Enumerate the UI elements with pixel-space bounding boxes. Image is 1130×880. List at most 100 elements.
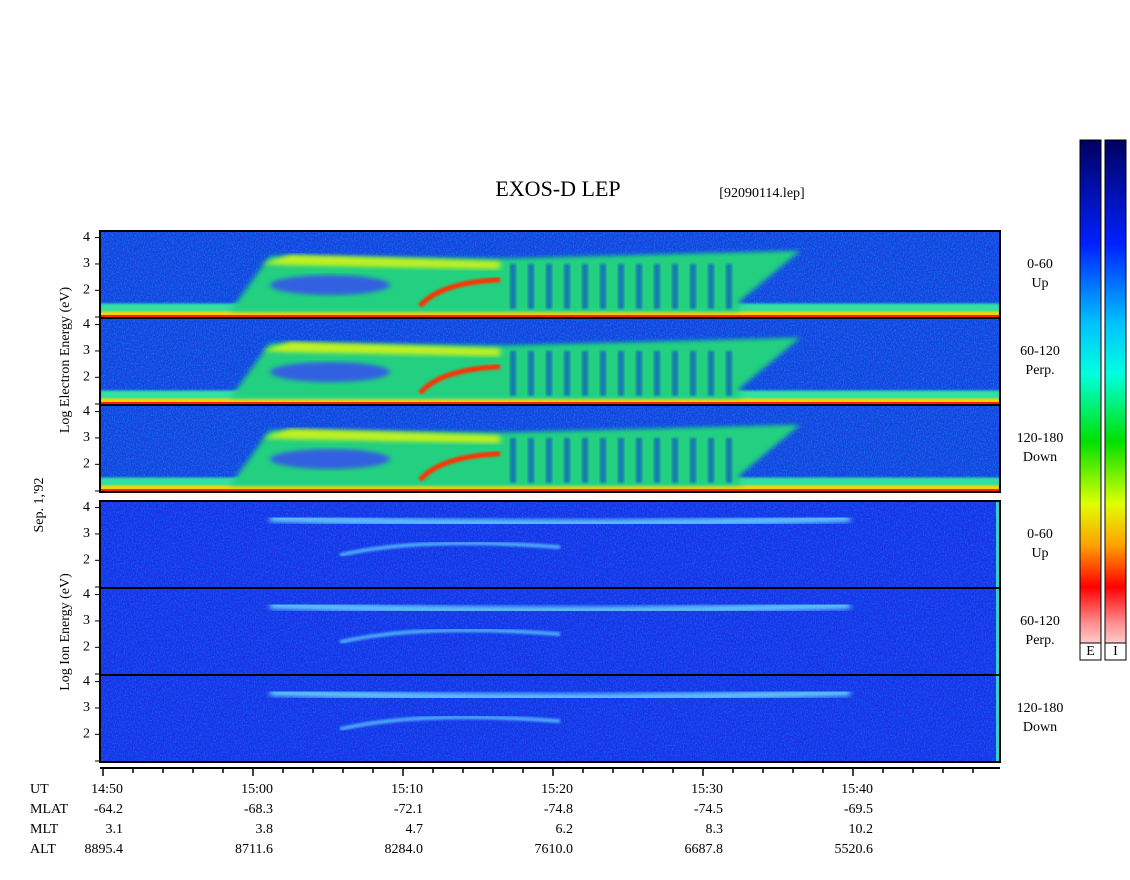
- streak: [528, 350, 534, 396]
- angle-label: 60-120: [1020, 614, 1060, 629]
- direction-label: Perp.: [1025, 363, 1054, 378]
- streak: [690, 437, 696, 483]
- y-tick-label: 4: [83, 587, 90, 602]
- streak: [726, 350, 732, 396]
- direction-label: Down: [1023, 720, 1057, 735]
- ion-arc: [339, 628, 561, 644]
- streak: [510, 263, 516, 309]
- cell: -69.5: [844, 802, 873, 817]
- streak: [618, 263, 624, 309]
- colorbar: [1079, 139, 1102, 661]
- direction-label: Up: [1031, 276, 1048, 291]
- y-tick-label: 2: [83, 370, 90, 385]
- streak: [636, 263, 642, 309]
- right-edge: [996, 675, 999, 762]
- angle-label: 0-60: [1027, 257, 1053, 272]
- streak: [654, 437, 660, 483]
- right-edge: [996, 588, 999, 675]
- colorbar-label-box: [1104, 642, 1127, 661]
- cell: -74.5: [694, 802, 723, 817]
- cell: 8.3: [706, 822, 724, 837]
- low-band-hot: [100, 485, 1000, 491]
- streak: [510, 437, 516, 483]
- colorbar: [1104, 139, 1127, 661]
- cell: 15:10: [391, 782, 423, 797]
- streak: [672, 263, 678, 309]
- panel-image: [100, 405, 1000, 492]
- streak: [636, 437, 642, 483]
- panel: 2 3 4 120-180 Down: [83, 404, 1064, 493]
- streak: [690, 263, 696, 309]
- y-tick-label: 2: [83, 283, 90, 298]
- low-band-hot: [100, 311, 1000, 317]
- streak: [726, 437, 732, 483]
- hole: [270, 275, 390, 296]
- time-axis: [100, 767, 1000, 776]
- cell: 15:40: [841, 782, 873, 797]
- streak: [618, 437, 624, 483]
- y-tick-label: 2: [83, 727, 90, 742]
- cell: -64.2: [94, 802, 123, 817]
- plasma-top: [262, 341, 500, 357]
- panel-image: [100, 675, 1000, 762]
- file-name: [92090114.lep]: [719, 186, 804, 201]
- y-tick-label: 3: [83, 526, 90, 541]
- streak: [672, 437, 678, 483]
- plasma-top: [262, 254, 500, 270]
- panel: 2 3 4 60-120 Perp.: [83, 317, 1060, 406]
- row-label: UT: [30, 782, 49, 797]
- streak: [546, 350, 552, 396]
- streak: [636, 350, 642, 396]
- cell: 3.8: [256, 822, 274, 837]
- row-label: MLT: [30, 822, 59, 837]
- y-tick-label: 3: [83, 343, 90, 358]
- y-tick-label: 4: [83, 500, 90, 515]
- panel-frame: [99, 674, 1001, 763]
- y-tick-label: 4: [83, 404, 90, 419]
- panel-image: [100, 501, 1000, 588]
- hole: [270, 449, 390, 470]
- streak: [654, 350, 660, 396]
- streak: [564, 350, 570, 396]
- streak: [582, 437, 588, 483]
- streak: [528, 263, 534, 309]
- ion-axis-label: Log Ion Energy (eV): [58, 573, 73, 691]
- streak: [582, 350, 588, 396]
- colorbar-label: I: [1113, 644, 1118, 659]
- y-tick-label: 4: [83, 674, 90, 689]
- red-band: [418, 451, 501, 482]
- row-label: ALT: [30, 842, 56, 857]
- right-edge: [996, 501, 999, 588]
- cell: 7610.0: [535, 842, 574, 857]
- angle-label: 120-180: [1017, 701, 1064, 716]
- streak: [708, 437, 714, 483]
- panel-image: [100, 588, 1000, 675]
- streak: [690, 350, 696, 396]
- ion-band: [269, 601, 851, 615]
- panel-image: [100, 318, 1000, 405]
- hole: [270, 362, 390, 383]
- angle-label: 120-180: [1017, 431, 1064, 446]
- streak: [618, 350, 624, 396]
- cell: 3.1: [106, 822, 124, 837]
- panel: 2 3 4 60-120 Perp.: [83, 587, 1060, 676]
- streak: [600, 263, 606, 309]
- cell: -68.3: [244, 802, 273, 817]
- edge-red: [100, 489, 1000, 492]
- cell: 8711.6: [235, 842, 273, 857]
- streak: [546, 263, 552, 309]
- red-band: [418, 277, 501, 308]
- streak: [600, 437, 606, 483]
- streak: [654, 263, 660, 309]
- ion-band: [269, 688, 851, 702]
- cell: 4.7: [406, 822, 424, 837]
- direction-label: Up: [1031, 546, 1048, 561]
- cell: -72.1: [394, 802, 423, 817]
- streak: [546, 437, 552, 483]
- cell: 15:00: [241, 782, 273, 797]
- red-band: [418, 364, 501, 395]
- cell: 6.2: [556, 822, 574, 837]
- panel-image: [100, 231, 1000, 318]
